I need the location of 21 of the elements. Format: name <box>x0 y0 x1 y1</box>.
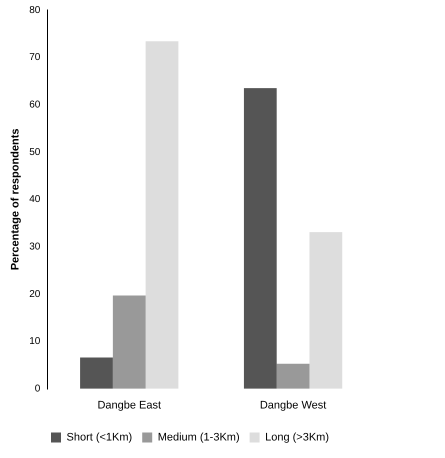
x-tick-label: Dangbe West <box>260 399 326 412</box>
x-tick-label: Dangbe East <box>97 399 162 412</box>
bar <box>276 364 310 389</box>
legend-label: Medium (1-3Km) <box>158 432 240 444</box>
y-tick-label: 80 <box>29 4 41 16</box>
y-axis-title: Percentage of respondents <box>10 128 22 270</box>
y-tick-label: 20 <box>29 288 41 300</box>
legend-label: Short (<1Km) <box>66 432 132 444</box>
bar <box>80 358 113 389</box>
bar <box>112 296 146 389</box>
bar <box>309 232 342 389</box>
y-tick-label: 60 <box>29 99 41 110</box>
y-tick-label: 50 <box>29 146 41 158</box>
y-tick-label: 10 <box>29 336 41 348</box>
y-tick-label: 30 <box>29 242 41 252</box>
y-tick-label: 0 <box>34 384 41 395</box>
y-tick-label: 70 <box>29 52 41 64</box>
y-tick-label: 40 <box>29 194 41 206</box>
bar <box>244 88 277 389</box>
legend-label: Long (>3Km) <box>265 432 330 444</box>
bar <box>146 41 178 389</box>
